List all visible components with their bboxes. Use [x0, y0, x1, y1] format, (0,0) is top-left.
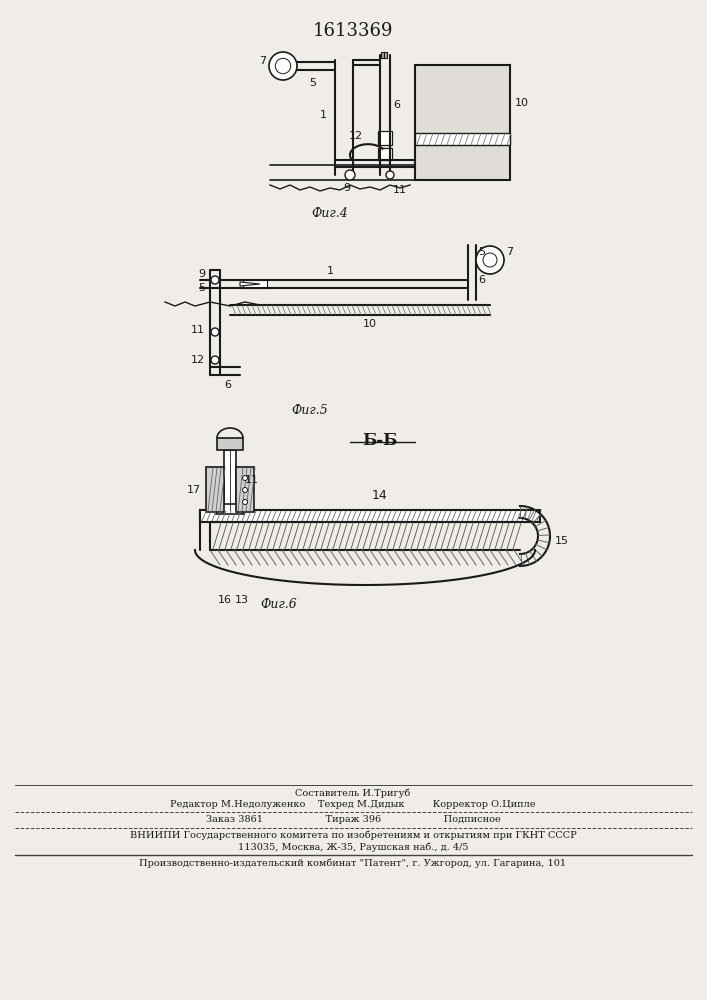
Bar	[216, 504, 244, 514]
Bar	[381, 52, 384, 58]
Text: 7: 7	[259, 56, 266, 66]
Text: Составитель И.Тригуб: Составитель И.Тригуб	[296, 788, 411, 798]
Text: 6: 6	[478, 275, 485, 285]
Bar	[200, 510, 540, 522]
Text: 1: 1	[320, 110, 327, 120]
Text: 5: 5	[198, 283, 205, 293]
Bar	[378, 148, 392, 160]
Text: 7: 7	[506, 247, 513, 257]
Circle shape	[269, 52, 297, 80]
Text: 9: 9	[198, 269, 205, 279]
Bar	[217, 438, 243, 450]
Text: 16: 16	[218, 595, 232, 605]
Text: 12: 12	[191, 355, 205, 365]
Polygon shape	[240, 282, 260, 286]
Text: 11: 11	[245, 475, 259, 485]
Text: 9: 9	[344, 183, 351, 193]
Bar	[236, 467, 254, 512]
Bar	[415, 133, 510, 145]
Text: ВНИИПИ Государственного комитета по изобретениям и открытиям при ГКНТ СССР: ВНИИПИ Государственного комитета по изоб…	[129, 831, 576, 840]
Text: Производственно-издательский комбинат "Патент", г. Ужгород, ул. Гагарина, 101: Производственно-издательский комбинат "П…	[139, 858, 566, 867]
Circle shape	[345, 170, 355, 180]
Text: 1: 1	[327, 266, 334, 276]
Bar	[243, 280, 267, 288]
Text: 11: 11	[393, 185, 407, 195]
Text: 14: 14	[372, 489, 388, 502]
Circle shape	[476, 246, 504, 274]
Text: 10: 10	[515, 98, 529, 107]
Text: Фиг.4: Фиг.4	[312, 207, 349, 220]
Text: 6: 6	[224, 380, 231, 390]
Circle shape	[211, 276, 219, 284]
Text: Фиг.6: Фиг.6	[260, 598, 297, 611]
Circle shape	[211, 328, 219, 336]
Circle shape	[243, 488, 247, 492]
Text: Б-Б: Б-Б	[362, 432, 397, 449]
Bar	[378, 131, 392, 145]
Bar	[415, 65, 510, 180]
Text: 113035, Москва, Ж-35, Раушская наб., д. 4/5: 113035, Москва, Ж-35, Раушская наб., д. …	[238, 843, 468, 852]
Text: 6: 6	[393, 100, 400, 110]
Bar	[206, 467, 224, 512]
Circle shape	[275, 58, 291, 74]
Text: 1613369: 1613369	[312, 22, 393, 40]
Text: 5: 5	[310, 78, 317, 88]
Circle shape	[386, 171, 394, 179]
Bar	[224, 450, 236, 510]
Circle shape	[211, 356, 219, 364]
Circle shape	[243, 476, 247, 481]
Text: 15: 15	[555, 536, 569, 546]
Text: 17: 17	[187, 485, 201, 495]
Text: 13: 13	[235, 595, 249, 605]
Text: 11: 11	[191, 325, 205, 335]
Text: Заказ 3861                    Тираж 396                    Подписное: Заказ 3861 Тираж 396 Подписное	[206, 815, 501, 824]
Text: Редактор М.Недолуженко    Техред М.Дидык         Корректор О.Ципле: Редактор М.Недолуженко Техред М.Дидык Ко…	[170, 800, 536, 809]
Text: Фиг.5: Фиг.5	[291, 404, 328, 417]
Text: 12: 12	[349, 131, 363, 141]
Circle shape	[483, 253, 497, 267]
Bar	[384, 52, 387, 58]
Circle shape	[243, 499, 247, 504]
Text: 5: 5	[478, 247, 485, 257]
Text: 10: 10	[363, 319, 377, 329]
